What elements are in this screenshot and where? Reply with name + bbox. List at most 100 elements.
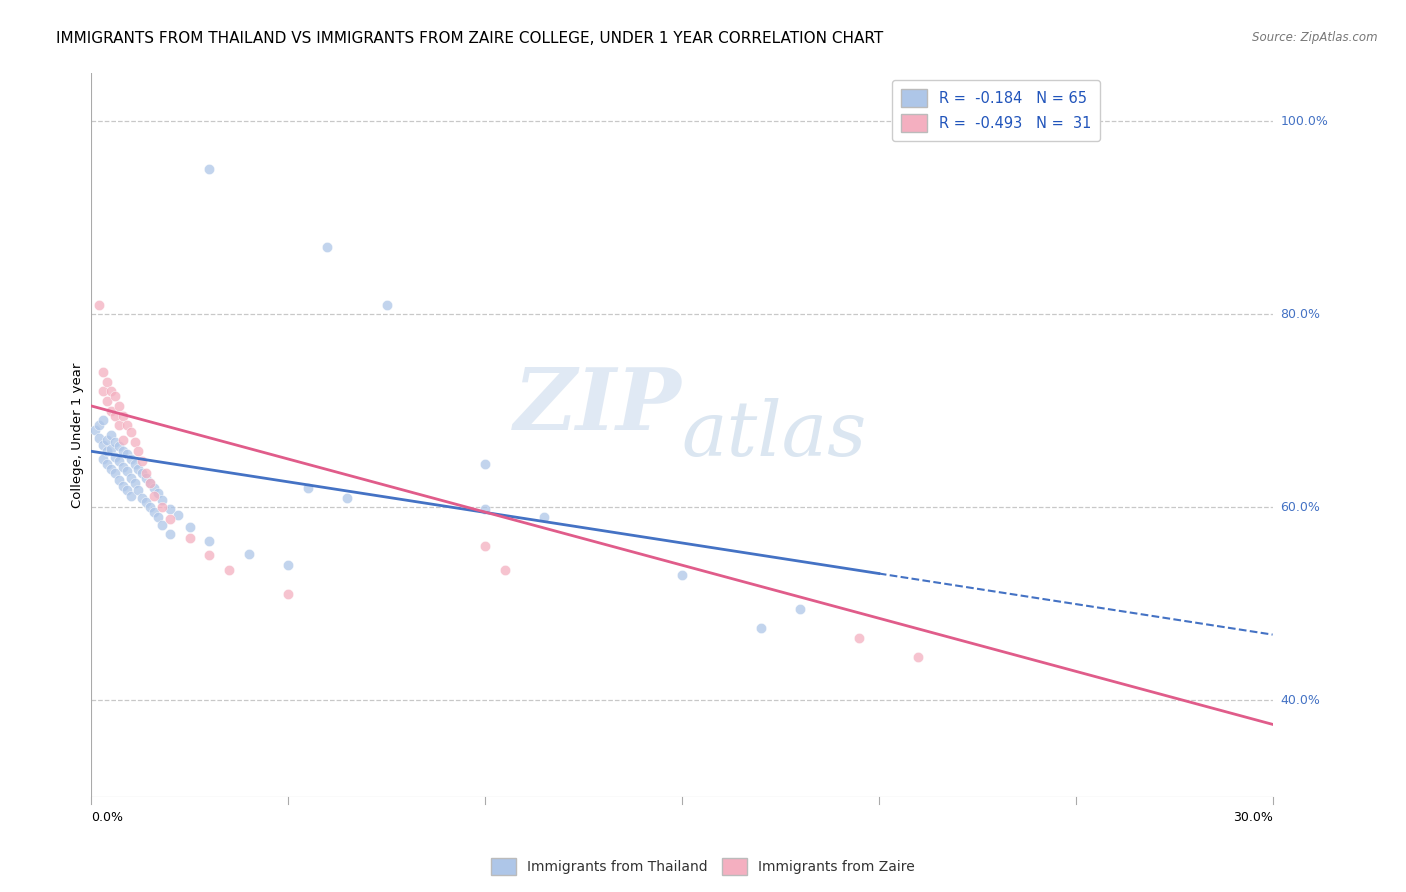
Point [104, 409, 127, 423]
Point [91, 384, 114, 399]
Text: 100.0%: 100.0% [1281, 115, 1329, 128]
Point [143, 505, 166, 519]
Point [91, 452, 114, 467]
Point [104, 434, 127, 449]
Point [749, 621, 772, 635]
Point [139, 500, 162, 515]
Point [87, 418, 110, 433]
Point [336, 491, 359, 505]
Point [127, 461, 149, 475]
Point [135, 471, 157, 485]
Point [124, 476, 146, 491]
Point [96, 375, 118, 389]
Point [127, 483, 149, 497]
Text: IMMIGRANTS FROM THAILAND VS IMMIGRANTS FROM ZAIRE COLLEGE, UNDER 1 YEAR CORRELAT: IMMIGRANTS FROM THAILAND VS IMMIGRANTS F… [56, 31, 883, 46]
Point [143, 481, 166, 495]
Point [96, 433, 118, 447]
Point [375, 297, 398, 311]
Point [107, 418, 129, 433]
Point [107, 439, 129, 453]
Point [179, 531, 201, 545]
Point [111, 459, 134, 474]
Text: 80.0%: 80.0% [1281, 308, 1320, 321]
Point [159, 502, 181, 516]
Point [135, 467, 157, 481]
Point [115, 447, 138, 461]
Text: 0.0%: 0.0% [91, 811, 124, 824]
Point [100, 442, 122, 457]
Point [115, 464, 138, 478]
Point [120, 471, 142, 485]
Point [87, 297, 110, 311]
Point [474, 502, 496, 516]
Point [494, 563, 516, 577]
Point [150, 492, 173, 507]
Point [131, 454, 153, 468]
Text: 40.0%: 40.0% [1281, 694, 1320, 706]
Point [150, 500, 173, 515]
Point [91, 413, 114, 427]
Point [96, 444, 118, 458]
Point [100, 461, 122, 475]
Point [474, 457, 496, 471]
Point [131, 467, 153, 481]
Point [100, 428, 122, 442]
Point [150, 517, 173, 532]
Point [115, 418, 138, 433]
Legend: Immigrants from Thailand, Immigrants from Zaire: Immigrants from Thailand, Immigrants fro… [485, 853, 921, 880]
Text: Source: ZipAtlas.com: Source: ZipAtlas.com [1253, 31, 1378, 45]
Point [111, 444, 134, 458]
Point [107, 473, 129, 487]
Point [115, 483, 138, 497]
Point [104, 450, 127, 464]
Point [96, 394, 118, 409]
Point [143, 489, 166, 503]
Point [848, 631, 870, 645]
Point [139, 476, 162, 491]
Point [179, 519, 201, 533]
Point [159, 527, 181, 541]
Point [198, 549, 221, 563]
Point [127, 444, 149, 458]
Text: 60.0%: 60.0% [1281, 500, 1320, 514]
Y-axis label: College, Under 1 year: College, Under 1 year [72, 362, 84, 508]
Point [198, 534, 221, 549]
Point [87, 431, 110, 445]
Point [91, 437, 114, 451]
Point [139, 476, 162, 491]
Point [146, 509, 169, 524]
Point [166, 508, 188, 522]
Point [533, 509, 555, 524]
Point [104, 467, 127, 481]
Point [907, 649, 929, 664]
Point [111, 409, 134, 423]
Point [107, 454, 129, 468]
Point [124, 434, 146, 449]
Point [671, 567, 693, 582]
Point [159, 512, 181, 526]
Point [131, 491, 153, 505]
Point [120, 425, 142, 439]
Point [120, 489, 142, 503]
Point [100, 403, 122, 417]
Point [111, 479, 134, 493]
Point [277, 587, 299, 601]
Point [316, 240, 339, 254]
Text: ZIP: ZIP [515, 364, 682, 448]
Point [297, 481, 319, 495]
Point [789, 601, 811, 615]
Point [104, 389, 127, 403]
Point [111, 433, 134, 447]
Point [84, 423, 107, 437]
Point [107, 399, 129, 413]
Text: 30.0%: 30.0% [1233, 811, 1272, 824]
Point [146, 485, 169, 500]
Point [238, 547, 260, 561]
Text: atlas: atlas [682, 398, 868, 472]
Legend: R =  -0.184   N = 65, R =  -0.493   N =  31: R = -0.184 N = 65, R = -0.493 N = 31 [893, 80, 1099, 141]
Point [124, 457, 146, 471]
Point [198, 162, 221, 177]
Point [277, 558, 299, 573]
Point [474, 539, 496, 553]
Point [120, 452, 142, 467]
